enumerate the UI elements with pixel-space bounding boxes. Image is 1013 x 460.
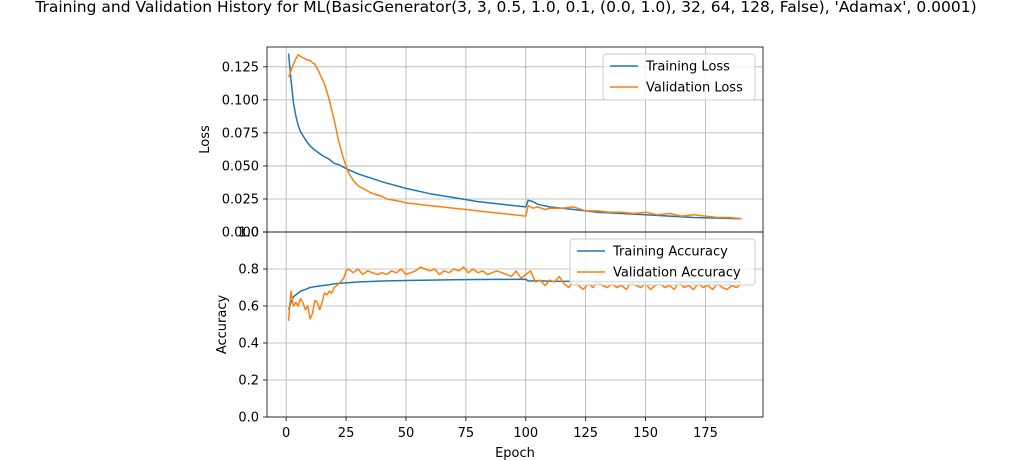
loss-panel: 0.000 0.025 0.050 0.075 0.100 0.125 Loss Traini… [198,46,764,241]
series-line-validation-loss [287,54,742,220]
y-tick-label: 0.6 [238,300,259,315]
axes-frame [266,231,764,418]
x-tick-label: 75 [458,426,475,441]
x-tick-label: 0 [282,426,290,441]
y-tick-label: 0.0 [238,411,259,426]
y-tick-label: 0.025 [222,192,259,207]
y-tick-label: 0.100 [222,93,259,108]
x-axis-label: Epoch [495,446,535,460]
legend: Training Loss Validation Loss [602,53,756,101]
legend-box [569,238,756,286]
x-tick-label: 175 [693,426,718,441]
y-tick-label: 0.8 [238,263,259,278]
legend-label: Training Accuracy [612,245,728,260]
legend: Training Accuracy Validation Accuracy [569,238,756,286]
x-tick-label: 150 [633,426,658,441]
legend-label: Training Loss [645,60,730,75]
x-tick-label: 125 [573,426,598,441]
y-tick-label: 0.050 [222,159,259,174]
legend-box [602,53,756,101]
series-line-training-loss [287,53,742,220]
y-tick-label: 0.4 [238,337,259,352]
y-axis-label: Accuracy [215,295,230,355]
x-tick-label: 50 [398,426,415,441]
y-tick-label: 0.075 [222,126,259,141]
y-tick-label: 0.000 [222,226,259,241]
x-tick-label: 100 [513,426,538,441]
y-axis-label: Loss [198,125,213,154]
legend-label: Validation Accuracy [613,266,741,281]
accuracy-panel: 0.0 0.2 0.4 0.6 0.8 1.0 0 25 50 75 100 125 150 175 Acc… [215,226,764,460]
y-tick-label: 0.125 [222,60,259,75]
x-tick-label: 25 [338,426,355,441]
y-tick-label: 0.2 [238,374,259,389]
legend-label: Validation Loss [646,81,743,96]
y-tick-label: 1.0 [238,226,259,241]
figure-title: Training and Validation History for ML(B… [34,0,976,16]
